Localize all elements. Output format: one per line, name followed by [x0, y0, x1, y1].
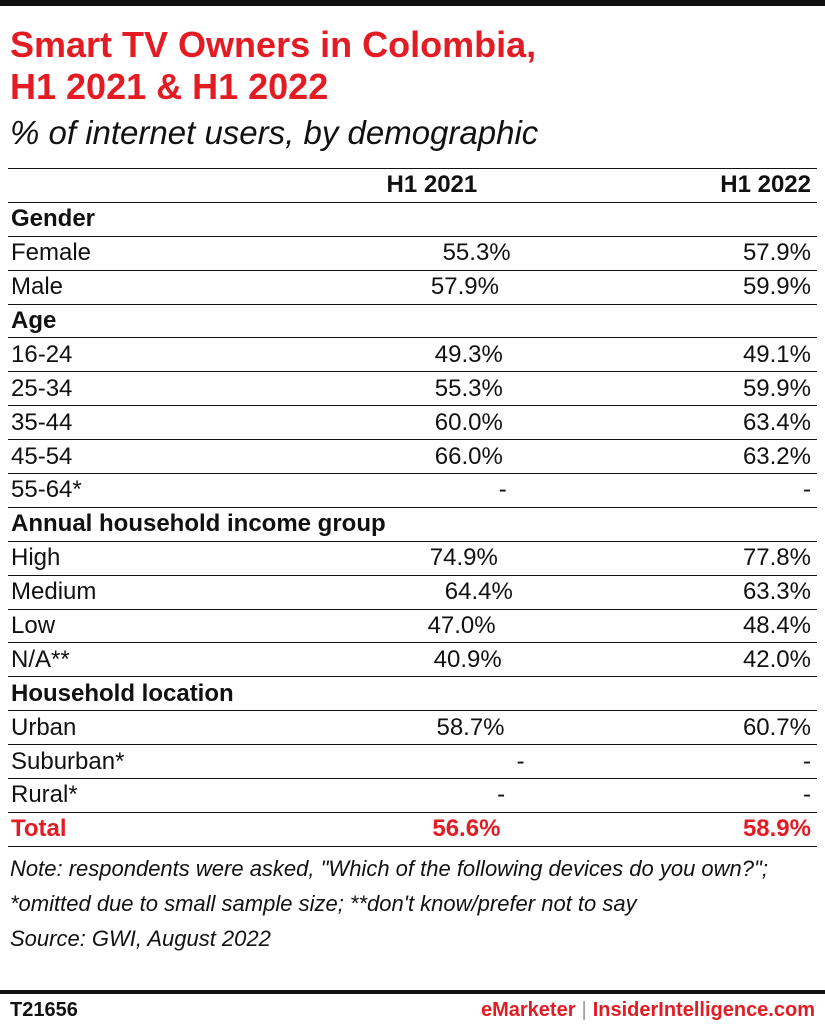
value-h1-2021: 55.3%: [434, 374, 503, 402]
table-row: 35-44 60.0% 63.4%: [8, 406, 817, 441]
value-h1-2022: -: [803, 747, 811, 775]
row-label: 45-54: [11, 442, 73, 470]
value-h1-2022: 77.8%: [742, 544, 811, 572]
table-row: 55-64* - -: [8, 474, 817, 508]
table-row: 45-54 66.0% 63.2%: [8, 440, 817, 475]
value-h1-2022: 60.7%: [742, 713, 811, 741]
brand-separator: |: [581, 999, 587, 1021]
table-row: 25-34 55.3% 59.9%: [8, 372, 817, 407]
row-label: Age: [11, 307, 57, 334]
value-h1-2022: 58.9%: [742, 815, 811, 843]
value-h1-2022: 42.0%: [742, 645, 811, 673]
page-subtitle: % of internet users, by demographic: [10, 114, 539, 151]
value-h1-2021: 57.9%: [430, 273, 499, 301]
value-h1-2021: 74.9%: [429, 544, 498, 572]
table-row: Rural* - -: [8, 779, 817, 813]
row-label: High: [11, 544, 61, 572]
table-row: High 74.9% 77.8%: [8, 542, 817, 576]
table-row: Suburban* - -: [8, 745, 817, 780]
value-h1-2022: 59.9%: [742, 273, 811, 301]
table-row: Medium 64.4% 63.3%: [8, 576, 817, 610]
table-row: Male 57.9% 59.9%: [8, 271, 817, 305]
value-h1-2021: 47.0%: [427, 612, 496, 640]
row-label: 16-24: [11, 340, 73, 368]
row-label: N/A**: [11, 645, 70, 673]
row-label: Total: [11, 815, 67, 843]
group-header-row: Household location: [8, 677, 817, 712]
value-h1-2022: -: [803, 476, 811, 504]
top-rule: [0, 0, 825, 6]
row-label: Suburban*: [11, 747, 125, 775]
value-h1-2022: 48.4%: [742, 612, 811, 640]
table-body: Gender Female 55.3% 57.9% Male 57.9% 59.9% Age 1…: [8, 203, 817, 847]
row-label: Medium: [11, 578, 97, 606]
column-header-h1-2021: H1 2021: [386, 171, 478, 199]
value-h1-2021: 40.9%: [433, 645, 502, 673]
value-h1-2022: 49.1%: [742, 340, 811, 368]
row-label: Household location: [11, 679, 234, 707]
value-h1-2021: 60.0%: [434, 408, 503, 436]
value-h1-2021: 66.0%: [434, 442, 503, 470]
row-label: 35-44: [11, 408, 73, 436]
title-line-2: H1 2021 & H1 2022: [10, 66, 329, 107]
value-h1-2021: 64.4%: [444, 578, 513, 606]
brand-emarketer[interactable]: eMarketer: [480, 999, 576, 1021]
table-row: Female 55.3% 57.9%: [8, 237, 817, 271]
value-h1-2022: 57.9%: [742, 239, 811, 267]
brand-insider-intelligence[interactable]: InsiderIntelligence.com: [592, 999, 815, 1021]
row-label: Annual household income group: [11, 510, 386, 538]
table-row: 16-24 49.3% 49.1%: [8, 338, 817, 373]
row-label: 55-64*: [11, 476, 82, 504]
source-text: Source: GWI, August 2022: [10, 926, 271, 951]
table-header-row: H1 2021 H1 2022: [8, 169, 817, 203]
value-h1-2021: 55.3%: [442, 239, 511, 267]
value-h1-2022: 59.9%: [742, 374, 811, 402]
row-label: Male: [11, 273, 64, 301]
data-table: H1 2021 H1 2022 Gender Female 55.3% 57.9% Ma…: [8, 168, 817, 847]
title-line-1: Smart TV Owners in Colombia,: [10, 24, 537, 65]
total-row: Total 56.6% 58.9%: [8, 813, 817, 847]
value-h1-2021: -: [497, 781, 506, 809]
note-text: Note: respondents were asked, "Which of …: [10, 856, 768, 916]
row-label: Urban: [11, 713, 77, 741]
group-header-row: Age: [8, 305, 817, 339]
value-h1-2021: 49.3%: [434, 340, 503, 368]
chart-id: T21656: [10, 999, 78, 1021]
page-title: Smart TV Owners in Colombia, H1 2021 & H…: [10, 24, 790, 108]
table-row: N/A** 40.9% 42.0%: [8, 643, 817, 678]
group-header-row: Gender: [8, 203, 817, 237]
column-header-h1-2022: H1 2022: [720, 171, 811, 199]
row-label: Low: [11, 612, 56, 640]
value-h1-2022: 63.2%: [742, 442, 811, 470]
group-header-row: Annual household income group: [8, 508, 817, 542]
footer-brand: eMarketer | InsiderIntelligence.com: [481, 999, 815, 1022]
row-label: Gender: [11, 205, 96, 233]
value-h1-2021: -: [516, 747, 525, 775]
notes-block: Note: respondents were asked, "Which of …: [10, 851, 820, 956]
value-h1-2022: -: [803, 781, 811, 809]
footer-rule: [0, 990, 825, 994]
row-label: 25-34: [11, 374, 73, 402]
value-h1-2021: 56.6%: [432, 815, 501, 843]
table-row: Low 47.0% 48.4%: [8, 610, 817, 644]
value-h1-2022: 63.3%: [742, 578, 811, 606]
table-row: Urban 58.7% 60.7%: [8, 711, 817, 746]
value-h1-2021: -: [498, 476, 507, 504]
value-h1-2021: 58.7%: [436, 713, 505, 741]
row-label: Female: [11, 239, 92, 267]
row-label: Rural*: [11, 781, 78, 809]
value-h1-2022: 63.4%: [742, 408, 811, 436]
